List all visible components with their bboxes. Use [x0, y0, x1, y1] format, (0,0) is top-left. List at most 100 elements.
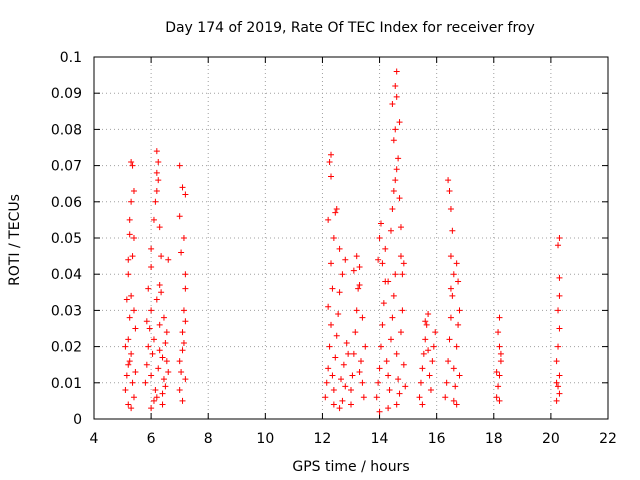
data-point [445, 358, 452, 365]
data-point [392, 271, 399, 278]
x-tick-label: 18 [485, 431, 503, 447]
data-point [176, 213, 183, 220]
data-point [350, 350, 357, 357]
data-point [182, 191, 189, 198]
x-tick-label: 22 [599, 431, 617, 447]
data-point [456, 307, 463, 314]
data-point [180, 339, 187, 346]
data-point [445, 177, 452, 184]
x-tick-label: 8 [204, 431, 213, 447]
data-point [132, 325, 139, 332]
data-point [496, 372, 503, 379]
data-point [180, 307, 187, 314]
y-tick-label: 0.09 [51, 86, 82, 102]
x-tick-label: 20 [542, 431, 560, 447]
data-point [359, 314, 366, 321]
data-point [155, 177, 162, 184]
data-point [179, 329, 186, 336]
data-point [555, 242, 562, 249]
data-point [350, 267, 357, 274]
data-point [396, 119, 403, 126]
data-point [356, 282, 363, 289]
data-point [128, 405, 135, 412]
data-point [130, 235, 137, 241]
data-point [333, 206, 340, 213]
data-point [353, 307, 360, 314]
data-point [556, 390, 563, 397]
data-point [430, 343, 437, 350]
data-points [122, 68, 563, 415]
data-point [382, 245, 389, 252]
data-point [429, 358, 436, 365]
data-point [158, 253, 165, 260]
data-point [325, 303, 332, 310]
data-point [493, 368, 500, 375]
data-point [397, 224, 404, 231]
data-point [395, 376, 402, 383]
data-point [126, 358, 133, 365]
data-point [339, 397, 346, 404]
data-point [349, 372, 356, 379]
data-point [425, 311, 432, 318]
data-point [449, 292, 456, 299]
data-point [129, 162, 136, 169]
data-point [160, 376, 167, 383]
data-point [392, 126, 399, 133]
data-point [379, 321, 386, 328]
data-point [165, 368, 172, 375]
x-axis-label: GPS time / hours [292, 459, 409, 475]
data-point [145, 343, 152, 350]
data-point [328, 321, 335, 328]
data-point [176, 387, 183, 394]
data-point [376, 235, 383, 241]
data-point [333, 332, 340, 339]
data-point [162, 339, 169, 346]
data-point [128, 350, 135, 357]
data-point [390, 187, 397, 194]
data-point [356, 368, 363, 375]
data-point [393, 350, 400, 357]
data-point [326, 158, 333, 165]
data-point [447, 253, 454, 260]
data-point [123, 296, 130, 303]
data-point [178, 249, 185, 256]
data-point [155, 158, 162, 165]
data-point [155, 365, 162, 372]
data-point [425, 347, 432, 354]
data-point [453, 401, 460, 408]
data-point [163, 358, 170, 365]
data-point [353, 253, 360, 260]
data-point [330, 387, 337, 394]
data-point [126, 314, 133, 321]
data-point [442, 394, 449, 401]
data-point [392, 82, 399, 89]
data-point [423, 321, 430, 328]
data-point [446, 336, 453, 343]
data-point [443, 379, 450, 386]
data-point [149, 350, 156, 357]
data-point [126, 231, 133, 238]
data-point [329, 285, 336, 292]
data-point [393, 68, 400, 75]
data-point [125, 401, 132, 408]
data-point [453, 343, 460, 350]
data-point [160, 314, 167, 321]
data-point [179, 184, 186, 191]
x-tick-label: 6 [147, 431, 156, 447]
data-point [330, 401, 337, 408]
data-point [125, 271, 132, 278]
data-point [360, 394, 367, 401]
data-point [125, 256, 132, 263]
data-point [385, 278, 392, 285]
data-point [328, 173, 335, 180]
data-point [447, 285, 454, 292]
data-point [130, 187, 137, 194]
data-point [380, 300, 387, 307]
data-point [555, 307, 562, 314]
data-point [447, 314, 454, 321]
data-point [143, 361, 150, 368]
data-point [130, 394, 137, 401]
data-point [129, 379, 136, 386]
data-point [123, 372, 130, 379]
data-point [389, 206, 396, 213]
